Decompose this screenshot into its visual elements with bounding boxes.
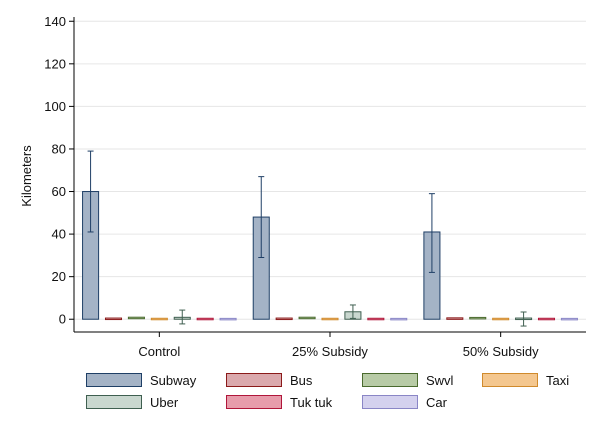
legend-label: Bus [290,372,313,388]
bars [82,150,578,327]
legend-label: Subway [150,372,197,388]
y-ticks: 0 20 40 60 80 100 120 140 [44,14,74,327]
y-tick-label: 100 [44,99,66,114]
bar-car [219,317,237,321]
bar-swvl [127,316,145,320]
legend-item: Tuk tuk [226,393,332,411]
y-tick-label: 120 [44,56,66,71]
bar-bus [275,317,293,321]
legend-label: Taxi [546,372,570,388]
legend-item: Car [362,393,447,411]
legend-swatch [226,373,282,387]
legend-swatch [482,373,538,387]
bar-tuk-tuk [367,317,385,321]
x-tick-label: 25% Subsidy [292,344,368,359]
legend-label: Tuk tuk [290,394,333,410]
legend-swatch [362,373,418,387]
x-tick-label: Control [138,344,180,359]
y-tick-label: 80 [52,141,66,156]
y-tick-label: 140 [44,14,66,29]
bar-taxi [321,317,339,321]
legend-label: Uber [150,394,179,410]
y-tick-label: 0 [59,312,66,327]
bar-taxi [150,317,168,321]
y-tick-label: 20 [52,269,66,284]
bar-swvl [469,316,487,320]
legend-swatch [86,395,142,409]
bar-swvl [298,316,316,320]
x-ticks: Control 25% Subsidy 50% Subsidy [138,332,539,359]
legend-swatch [226,395,282,409]
bar-bus [446,317,464,320]
legend-item: Uber [86,393,178,411]
y-tick-label: 60 [52,184,66,199]
legend-label: Swvl [426,372,454,388]
y-axis-label: Kilometers [19,145,34,207]
bar-tuk-tuk [196,317,214,321]
bar-bus [104,317,123,321]
x-tick-label: 50% Subsidy [463,344,539,359]
bar-car [560,317,578,321]
bar-taxi [492,317,510,321]
grid-lines [74,20,586,320]
legend-item: Bus [226,371,312,389]
bar-car [390,317,408,321]
legend-label: Car [426,394,447,410]
legend-item: Swvl [362,371,453,389]
legend-swatch [362,395,418,409]
bar-tuk-tuk [537,317,556,321]
y-tick-label: 40 [52,227,66,242]
legend-item: Taxi [482,371,569,389]
legend: Subway Bus Swvl Taxi Uber Tuk tuk Car [86,371,586,415]
legend-swatch [86,373,142,387]
legend-item: Subway [86,371,196,389]
